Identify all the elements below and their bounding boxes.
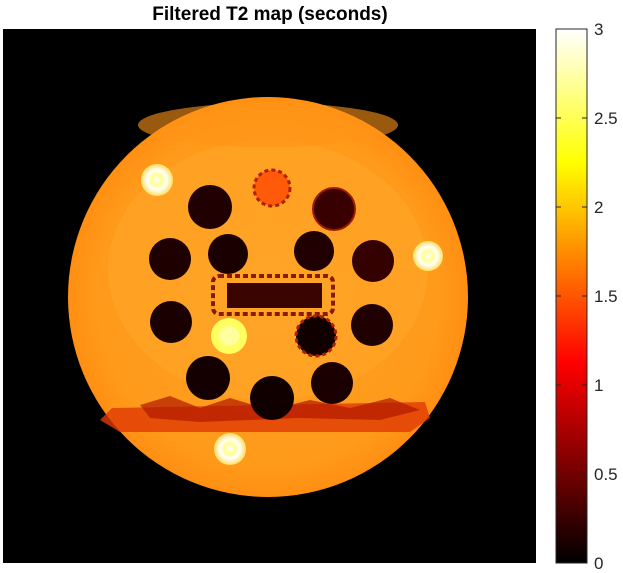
- vial-dark: [186, 356, 230, 400]
- vial-dark: [312, 187, 356, 231]
- vial-dark: [250, 376, 294, 420]
- phantom-top-band: [138, 103, 398, 147]
- colorbar-tick-label: 2: [594, 198, 603, 217]
- colorbar-tick-label: 1: [594, 376, 603, 395]
- bright-vial-core: [219, 326, 239, 346]
- center-rectangle: [227, 283, 322, 308]
- colorbar-tick-label: 0: [594, 554, 603, 573]
- colorbar-ticks: 0 0.5 1 1.5 2 2.5 3: [556, 20, 618, 573]
- vial-dark: [208, 234, 248, 274]
- center-vial: [252, 168, 292, 208]
- chart-title: Filtered T2 map (seconds): [152, 4, 387, 25]
- bright-vial: [141, 164, 173, 196]
- vial-dark: [294, 231, 334, 271]
- vial-dark: [188, 185, 232, 229]
- colorbar-tick-label: 3: [594, 20, 603, 39]
- image-axes: [3, 29, 536, 563]
- colorbar-gradient: [555, 28, 588, 564]
- vial-dark: [149, 238, 191, 280]
- vial-dark: [294, 314, 338, 358]
- bright-vial: [413, 241, 443, 271]
- colorbar: 0 0.5 1 1.5 2 2.5 3: [555, 20, 618, 573]
- vial-dark: [311, 362, 353, 404]
- colorbar-tick-label: 2.5: [594, 109, 618, 128]
- colorbar-tick-label: 1.5: [594, 287, 618, 306]
- bright-vial: [214, 433, 246, 465]
- vial-dark: [150, 301, 192, 343]
- vial-dark: [351, 304, 393, 346]
- center-rectangle-outer: [211, 274, 335, 316]
- vial-dark: [352, 240, 394, 282]
- colorbar-tick-label: 0.5: [594, 465, 618, 484]
